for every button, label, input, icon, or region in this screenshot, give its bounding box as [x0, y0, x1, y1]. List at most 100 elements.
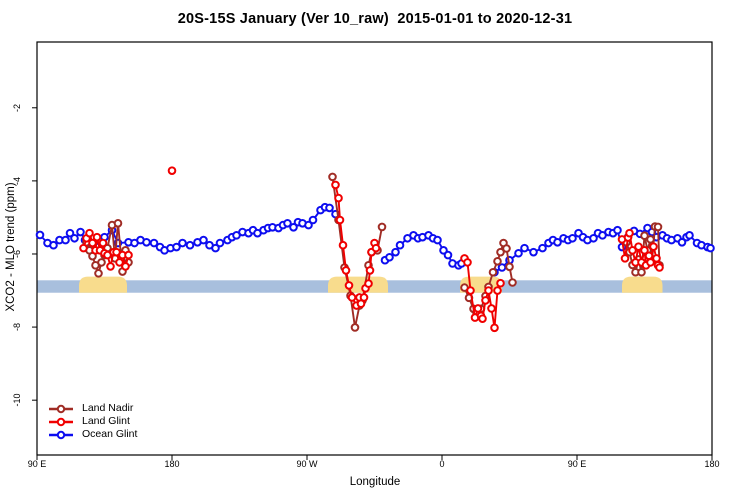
data-point	[395, 240, 405, 250]
data-point	[484, 286, 493, 295]
legend: Land Nadir Land Glint Ocean Glint	[48, 402, 137, 441]
data-point	[568, 233, 577, 243]
data-point	[364, 279, 373, 288]
land-region	[328, 276, 388, 293]
x-tick-label: 90 W	[296, 459, 318, 469]
data-point	[344, 281, 354, 290]
data-point	[493, 256, 502, 266]
y-axis-title: XCO2 - MLO trend (ppm)	[5, 182, 17, 312]
data-point	[65, 228, 75, 238]
data-point	[371, 243, 381, 253]
legend-marker-icon	[49, 417, 73, 426]
x-tick-label: 90 E	[567, 459, 587, 469]
data-point	[628, 246, 637, 255]
data-point	[706, 243, 715, 253]
data-point	[620, 254, 630, 263]
legend-item-ocean-glint: Ocean Glint	[48, 428, 137, 441]
data-point	[463, 258, 472, 267]
data-point	[79, 243, 88, 253]
data-point	[677, 237, 687, 247]
data-point	[331, 180, 340, 190]
data-point	[493, 286, 502, 295]
data-point	[215, 238, 225, 248]
data-point	[655, 263, 664, 272]
data-point	[496, 278, 505, 288]
data-point	[359, 293, 369, 302]
data-point	[142, 237, 151, 247]
data-point	[653, 222, 663, 232]
data-point	[328, 172, 337, 182]
data-point	[652, 254, 661, 263]
data-point	[92, 232, 102, 242]
data-point	[502, 244, 511, 253]
data-point	[149, 238, 159, 248]
x-tick-label: 180	[704, 459, 720, 469]
data-point	[637, 267, 646, 277]
data-point	[488, 267, 498, 277]
x-tick-label: 0	[439, 459, 445, 469]
chart-title: 20S-15S January (Ver 10_raw) 2015-01-01 …	[177, 11, 573, 27]
legend-marker-icon	[49, 404, 73, 413]
legend-label: Land Glint	[82, 415, 130, 427]
data-point	[640, 231, 649, 241]
data-point	[644, 251, 654, 261]
data-point	[115, 258, 124, 267]
data-point	[377, 222, 387, 232]
y-tick-label: -10	[12, 393, 22, 407]
data-point	[35, 230, 45, 240]
data-point	[589, 233, 598, 243]
data-point	[385, 252, 394, 262]
data-point	[487, 304, 496, 313]
data-point	[496, 247, 505, 257]
data-point	[613, 225, 622, 235]
data-point	[94, 269, 103, 278]
data-point	[172, 242, 181, 252]
data-point	[646, 258, 655, 267]
data-point	[85, 228, 94, 238]
data-point	[70, 233, 79, 243]
land-region	[79, 276, 127, 293]
data-point	[106, 262, 115, 271]
data-point	[478, 314, 487, 323]
data-point	[685, 231, 694, 240]
data-point	[338, 240, 348, 250]
data-point	[304, 220, 313, 230]
data-point	[529, 247, 538, 257]
data-point	[178, 238, 187, 248]
data-point	[289, 223, 298, 232]
data-point	[646, 235, 655, 244]
data-point	[121, 262, 130, 271]
data-point	[466, 286, 475, 295]
data-point	[61, 235, 70, 245]
data-point	[335, 215, 345, 225]
data-point	[98, 238, 108, 248]
land-region	[622, 276, 663, 293]
data-point	[443, 250, 453, 260]
data-point	[640, 246, 649, 255]
data-point	[88, 238, 97, 248]
data-point	[481, 296, 490, 305]
data-point	[185, 240, 195, 250]
data-point	[553, 237, 562, 247]
data-point	[473, 304, 483, 313]
data-point	[433, 235, 442, 245]
data-point	[211, 243, 220, 253]
data-point	[625, 228, 634, 238]
data-point	[505, 262, 514, 272]
data-point	[347, 293, 357, 302]
x-tick-label: 180	[164, 459, 180, 469]
x-tick-label: 90 E	[27, 459, 47, 469]
data-point	[325, 203, 334, 213]
legend-label: Ocean Glint	[82, 428, 138, 440]
x-axis-title: Longitude	[349, 476, 401, 488]
data-point	[49, 240, 58, 250]
data-point	[341, 266, 351, 275]
data-point	[508, 278, 517, 287]
data-point	[649, 242, 658, 251]
legend-item-land-glint: Land Glint	[48, 415, 137, 428]
data-point	[97, 258, 106, 267]
data-point	[308, 215, 318, 225]
legend-marker-icon	[49, 430, 73, 439]
